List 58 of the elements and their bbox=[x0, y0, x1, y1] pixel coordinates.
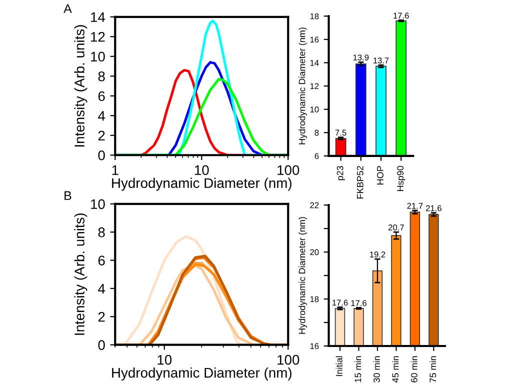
y-tick-label: 0 bbox=[98, 340, 105, 350]
y-tick-label: 18 bbox=[310, 296, 319, 302]
x-tick-label: 10 bbox=[194, 165, 209, 176]
x-tick-label: p23 bbox=[336, 166, 346, 180]
y-tick-label: 4 bbox=[98, 111, 106, 121]
y-axis-title: Intensity (Arb. units) bbox=[74, 25, 88, 146]
y-tick-label: 14 bbox=[310, 60, 319, 66]
y-tick-label: 12 bbox=[310, 83, 319, 90]
x-tick-label: 75 min bbox=[429, 356, 436, 382]
x-tick-label: FKBP52 bbox=[356, 166, 364, 199]
x-tick-label: Initial bbox=[336, 356, 342, 376]
x-tick-label: 1 bbox=[112, 165, 118, 175]
data-label: 19.2 bbox=[370, 252, 386, 258]
data-label: 21.6 bbox=[426, 205, 442, 212]
y-tick-label: 20 bbox=[310, 249, 319, 256]
text: A bbox=[64, 4, 72, 13]
y-tick-label: 14 bbox=[91, 12, 106, 22]
y-tick-label: 6 bbox=[314, 153, 319, 160]
y-tick-label: 8 bbox=[98, 227, 105, 238]
y-tick-label: 4 bbox=[98, 284, 106, 294]
y-tick-label: 6 bbox=[98, 256, 105, 266]
y-axis-title: Hydrodynamic Diameter (nm) bbox=[298, 217, 307, 334]
y-tick-label: 10 bbox=[310, 106, 319, 112]
y-tick-label: 2 bbox=[98, 312, 105, 322]
y-tick-label: 10 bbox=[91, 199, 105, 210]
x-tick-label: 15 min bbox=[354, 356, 362, 382]
data-label: 17.6 bbox=[332, 300, 348, 306]
y-tick-label: 0 bbox=[98, 150, 105, 160]
x-tick-label: 100 bbox=[278, 354, 300, 365]
x-tick-label: 30 min bbox=[373, 356, 380, 382]
x-tick-label: 100 bbox=[278, 165, 300, 176]
y-tick-label: 10 bbox=[91, 52, 105, 62]
y-tick-label: 8 bbox=[314, 130, 319, 136]
data-label: 7.5 bbox=[335, 130, 346, 136]
x-axis-title: Hydrodynamic Diameter (nm) bbox=[112, 178, 292, 191]
y-tick-label: 16 bbox=[310, 343, 319, 350]
y-tick-label: 8 bbox=[98, 71, 105, 82]
y-axis-title: Hydrodynamic Diameter (nm) bbox=[298, 28, 307, 144]
x-tick-label: HOP bbox=[377, 166, 384, 184]
x-tick-label: 60 min bbox=[410, 356, 418, 382]
data-label: 21.7 bbox=[407, 202, 423, 209]
data-label: 17.6 bbox=[351, 300, 366, 306]
data-label: 13.9 bbox=[353, 54, 369, 60]
text: B bbox=[64, 191, 72, 200]
y-tick-label: 22 bbox=[310, 202, 319, 208]
x-tick-label: Hsp90 bbox=[397, 166, 406, 191]
data-label: 13.7 bbox=[374, 58, 389, 64]
y-axis-title: Intensity (Arb. units) bbox=[74, 213, 88, 335]
y-tick-label: 18 bbox=[310, 13, 319, 20]
y-tick-label: 12 bbox=[91, 32, 105, 42]
y-tick-label: 2 bbox=[98, 130, 105, 140]
data-label: 17.6 bbox=[394, 12, 409, 19]
data-label: 20.7 bbox=[388, 224, 404, 230]
y-tick-label: 16 bbox=[310, 36, 319, 43]
x-tick-label: 45 min bbox=[392, 356, 399, 383]
x-axis-title: Hydrodynamic Diameter (nm) bbox=[112, 368, 292, 380]
x-tick-label: 10 bbox=[158, 354, 172, 365]
y-tick-label: 6 bbox=[98, 91, 105, 102]
